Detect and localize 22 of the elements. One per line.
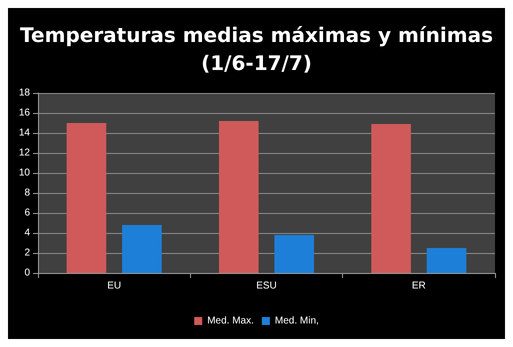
y-tick-label: 0 (24, 268, 30, 278)
y-tick-label: 12 (18, 148, 30, 158)
bar (426, 248, 466, 273)
y-tick-label: 6 (24, 208, 30, 218)
y-tick-label: 8 (24, 188, 30, 198)
bar (66, 123, 106, 273)
bar (274, 235, 314, 273)
bar (218, 121, 259, 273)
bar (122, 225, 162, 273)
x-tick-label: EU (107, 280, 122, 292)
y-tick-label: 10 (18, 168, 30, 178)
y-tick-label: 18 (18, 88, 30, 98)
chart-title: Temperaturas medias máximas y mínimas (1/6-17/7) (20, 23, 493, 75)
y-tick-label: 4 (24, 228, 30, 238)
x-tick-label: ESU (256, 280, 277, 292)
bar (371, 124, 411, 273)
legend-label: Med. Min, (274, 316, 319, 326)
legend-label: Med. Max. (207, 316, 254, 326)
y-tick-label: 14 (18, 128, 30, 138)
y-tick-label: 2 (24, 248, 30, 258)
y-tick-label: 16 (18, 108, 30, 118)
x-tick-label: ER (412, 280, 426, 292)
